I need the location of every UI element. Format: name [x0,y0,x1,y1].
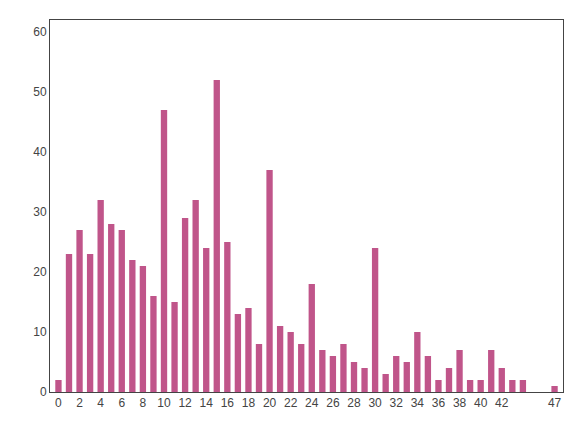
svg-text:30: 30 [368,396,382,410]
svg-text:0: 0 [40,385,47,399]
svg-text:40: 40 [33,145,47,159]
svg-text:32: 32 [390,396,404,410]
svg-text:47: 47 [548,396,562,410]
svg-text:42: 42 [495,396,509,410]
svg-text:10: 10 [157,396,171,410]
svg-text:16: 16 [221,396,235,410]
svg-text:24: 24 [305,396,319,410]
svg-text:28: 28 [347,396,361,410]
svg-text:26: 26 [326,396,340,410]
svg-text:6: 6 [118,396,125,410]
svg-text:40: 40 [474,396,488,410]
svg-text:20: 20 [33,265,47,279]
svg-text:8: 8 [140,396,147,410]
svg-text:2: 2 [76,396,83,410]
svg-text:4: 4 [97,396,104,410]
svg-text:20: 20 [263,396,277,410]
svg-text:38: 38 [453,396,467,410]
svg-text:14: 14 [200,396,214,410]
svg-text:12: 12 [178,396,192,410]
svg-text:30: 30 [33,205,47,219]
svg-text:18: 18 [242,396,256,410]
svg-text:22: 22 [284,396,298,410]
svg-text:10: 10 [33,325,47,339]
svg-text:34: 34 [411,396,425,410]
svg-text:60: 60 [33,25,47,39]
svg-text:50: 50 [33,85,47,99]
svg-text:36: 36 [432,396,446,410]
svg-text:0: 0 [55,396,62,410]
